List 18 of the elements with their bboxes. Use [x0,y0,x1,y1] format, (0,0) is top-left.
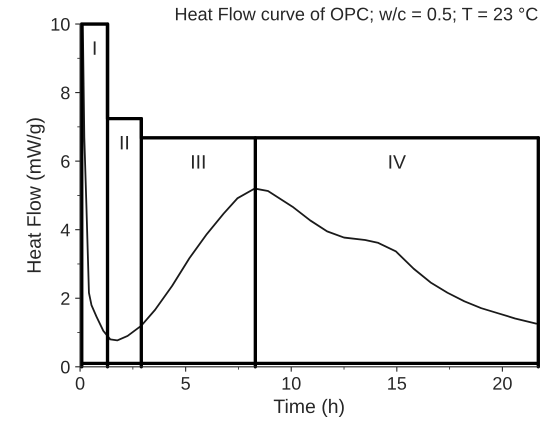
y-tick-label: 6 [61,155,70,168]
annotation: III [192,155,205,169]
chart-title: Heat Flow curve of OPC; w/c = 0.5; T = 23 °C [176,7,538,23]
annotation: I [94,41,96,55]
x-tick-label: 15 [388,377,406,390]
x-tick-label: 5 [181,377,190,390]
annotation: II [120,136,128,150]
y-axis-title: Heat Flow (mW/g) [26,118,45,272]
x-axis-title: Time (h) [274,398,344,418]
y-tick-label: 10 [52,18,70,31]
y-tick-label: 2 [61,292,70,305]
x-tick-label: 20 [493,376,512,390]
y-tick-label: 8 [61,86,70,100]
annotation: IV [389,155,406,169]
x-tick-label: 0 [76,376,84,390]
x-tick-label: 10 [282,376,301,390]
y-tick-label: 4 [60,224,70,236]
y-tick-label: 0 [61,360,70,374]
